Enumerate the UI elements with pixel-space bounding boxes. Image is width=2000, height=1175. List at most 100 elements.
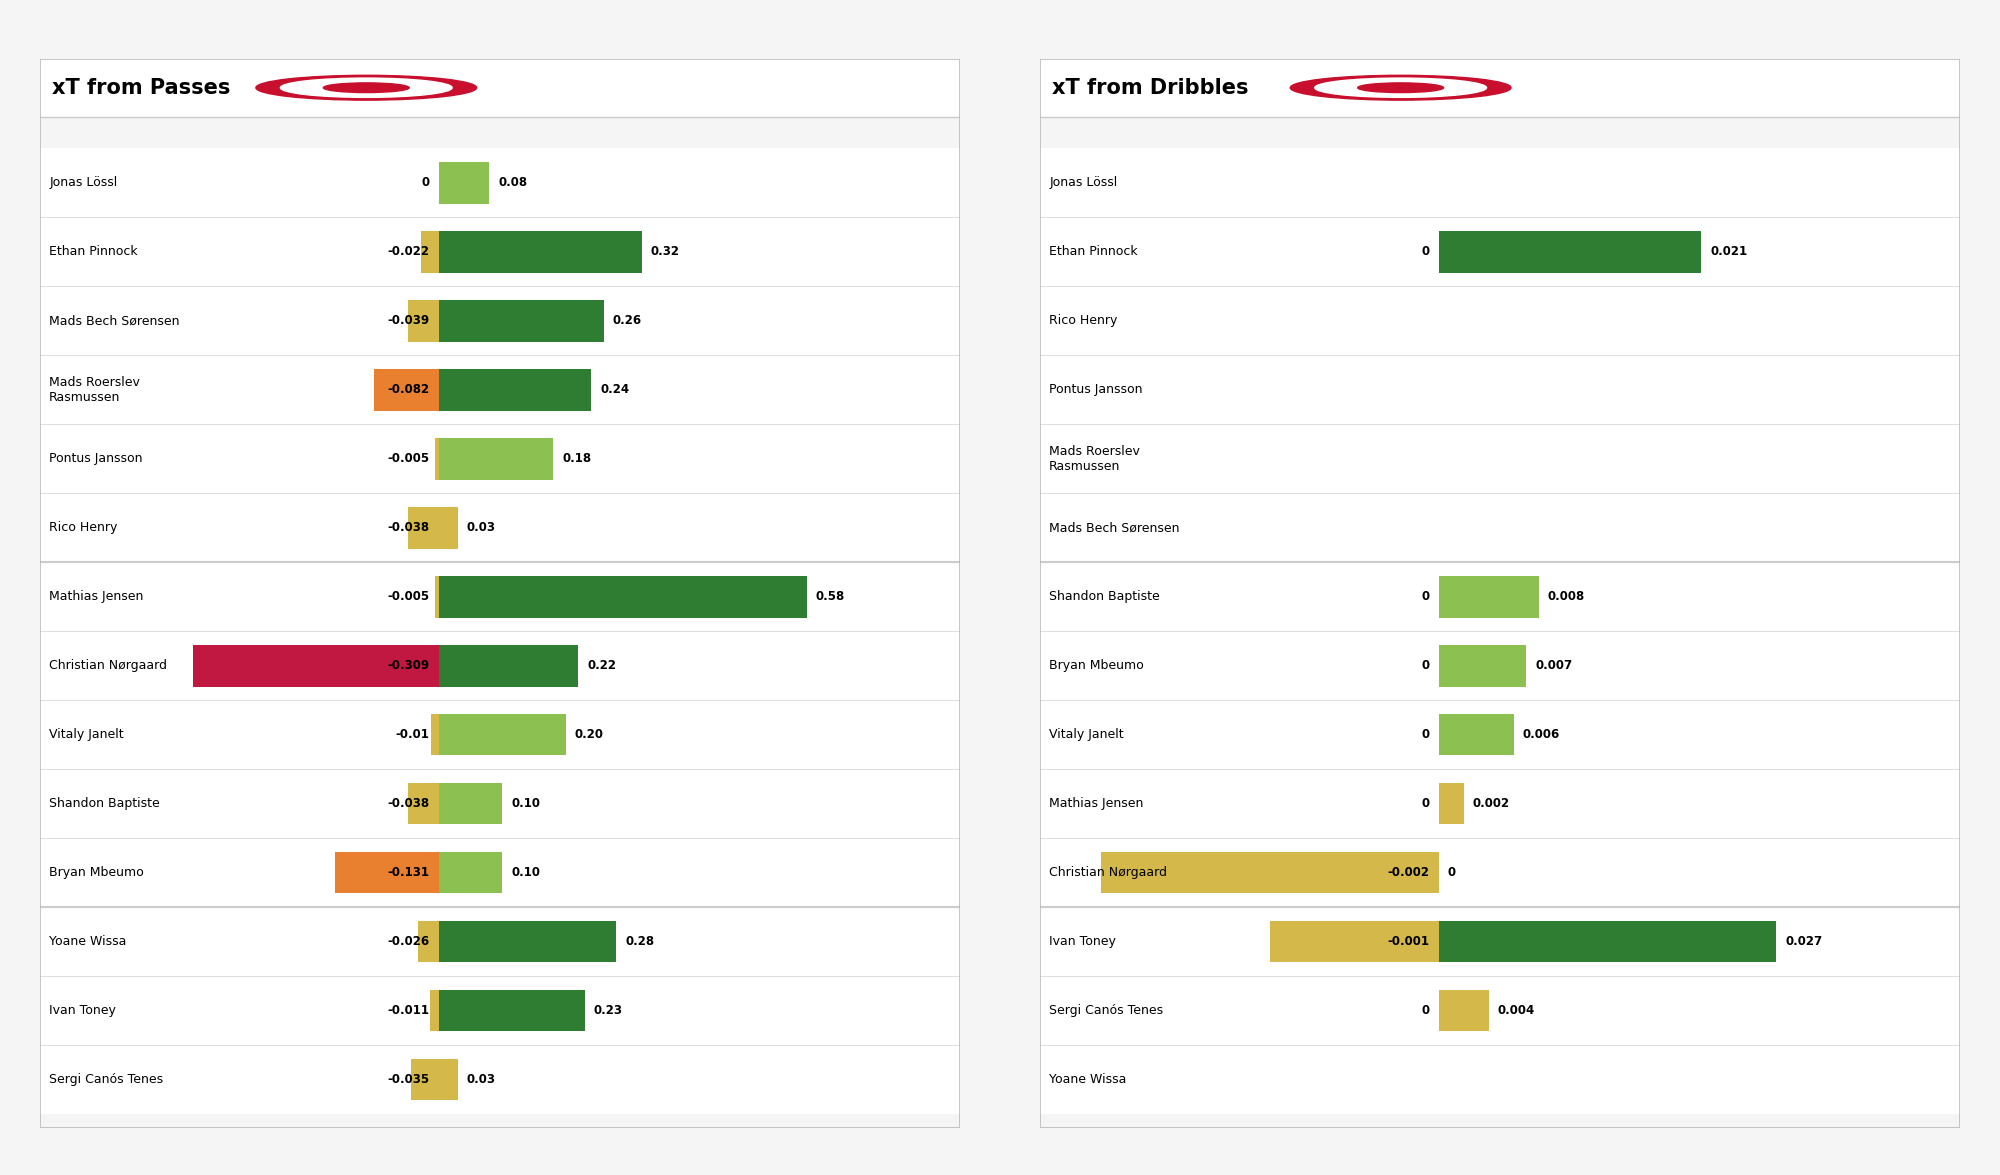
Text: Mathias Jensen: Mathias Jensen — [1050, 798, 1144, 811]
Bar — [40, 494, 960, 563]
Bar — [438, 1059, 458, 1101]
Bar — [430, 714, 438, 756]
Bar — [40, 563, 960, 631]
Text: -0.011: -0.011 — [388, 1005, 430, 1018]
Circle shape — [324, 83, 410, 93]
Bar — [40, 907, 960, 976]
Bar — [434, 438, 438, 479]
Bar — [438, 991, 584, 1032]
Text: 0.03: 0.03 — [466, 1073, 496, 1086]
Circle shape — [280, 78, 452, 98]
Text: -0.038: -0.038 — [388, 798, 430, 811]
Text: xT from Passes: xT from Passes — [52, 78, 230, 98]
Circle shape — [1358, 83, 1444, 93]
Circle shape — [1314, 78, 1486, 98]
Text: Sergi Canós Tenes: Sergi Canós Tenes — [1050, 1005, 1164, 1018]
Text: -0.001: -0.001 — [1388, 935, 1430, 948]
Text: Ivan Toney: Ivan Toney — [1050, 935, 1116, 948]
Text: 0.027: 0.027 — [1786, 935, 1822, 948]
FancyBboxPatch shape — [40, 55, 960, 118]
Text: Sergi Canós Tenes: Sergi Canós Tenes — [50, 1073, 164, 1086]
Text: -0.026: -0.026 — [388, 935, 430, 948]
Text: 0.22: 0.22 — [588, 659, 616, 672]
Bar — [40, 770, 960, 838]
Text: 0.24: 0.24 — [600, 383, 630, 396]
Bar — [438, 852, 502, 893]
Bar — [438, 508, 458, 549]
Text: 0.10: 0.10 — [512, 866, 540, 879]
Text: Bryan Mbeumo: Bryan Mbeumo — [50, 866, 144, 879]
Text: Rico Henry: Rico Henry — [50, 522, 118, 535]
Text: Mads Bech Sørensen: Mads Bech Sørensen — [1050, 522, 1180, 535]
Text: Pontus Jansson: Pontus Jansson — [1050, 383, 1142, 396]
Text: 0: 0 — [1422, 590, 1430, 603]
Text: 0.007: 0.007 — [1536, 659, 1572, 672]
Bar — [438, 645, 578, 686]
Bar — [408, 783, 438, 825]
Text: -0.038: -0.038 — [388, 522, 430, 535]
Text: -0.01: -0.01 — [396, 728, 430, 741]
Bar — [1270, 921, 1438, 962]
Text: 0: 0 — [1448, 866, 1456, 879]
Bar — [434, 576, 438, 618]
Bar — [1438, 576, 1538, 618]
Text: 0.004: 0.004 — [1498, 1005, 1536, 1018]
Bar — [1040, 700, 1960, 770]
Text: Bryan Mbeumo: Bryan Mbeumo — [1050, 659, 1144, 672]
Text: 0.03: 0.03 — [466, 522, 496, 535]
Text: Mathias Jensen: Mathias Jensen — [50, 590, 144, 603]
Text: Jonas Lössl: Jonas Lössl — [50, 176, 118, 189]
Bar — [1040, 631, 1960, 700]
Bar — [1040, 217, 1960, 287]
Bar — [40, 148, 960, 217]
Bar — [408, 508, 438, 549]
Text: xT from Dribbles: xT from Dribbles — [1052, 78, 1248, 98]
Bar — [438, 300, 604, 342]
Bar — [1040, 355, 1960, 424]
Bar — [40, 1046, 960, 1114]
Text: Christian Nørgaard: Christian Nørgaard — [1050, 866, 1168, 879]
Text: Christian Nørgaard: Christian Nørgaard — [50, 659, 168, 672]
Bar — [40, 355, 960, 424]
Text: Mads Roerslev
Rasmussen: Mads Roerslev Rasmussen — [1050, 445, 1140, 472]
Text: Ethan Pinnock: Ethan Pinnock — [1050, 246, 1138, 258]
Bar — [422, 231, 438, 273]
Bar — [1040, 424, 1960, 494]
Bar — [1040, 563, 1960, 631]
Text: -0.035: -0.035 — [388, 1073, 430, 1086]
Bar — [1040, 494, 1960, 563]
Text: 0.008: 0.008 — [1548, 590, 1586, 603]
Text: 0.20: 0.20 — [574, 728, 604, 741]
Text: 0.26: 0.26 — [612, 315, 642, 328]
Text: 0: 0 — [1422, 728, 1430, 741]
Text: -0.082: -0.082 — [388, 383, 430, 396]
Text: Yoane Wissa: Yoane Wissa — [1050, 1073, 1126, 1086]
Bar — [430, 991, 438, 1032]
Text: 0: 0 — [1422, 659, 1430, 672]
Text: 0.23: 0.23 — [594, 1005, 622, 1018]
Bar — [194, 645, 438, 686]
Text: -0.005: -0.005 — [388, 590, 430, 603]
Text: 0.021: 0.021 — [1710, 246, 1748, 258]
Bar — [1040, 976, 1960, 1046]
Text: Mads Roerslev
Rasmussen: Mads Roerslev Rasmussen — [50, 376, 140, 404]
Text: Shandon Baptiste: Shandon Baptiste — [50, 798, 160, 811]
Bar — [1438, 714, 1514, 756]
Bar — [40, 217, 960, 287]
Bar — [40, 976, 960, 1046]
Text: -0.131: -0.131 — [388, 866, 430, 879]
Bar — [438, 162, 490, 203]
Bar — [1040, 838, 1960, 907]
Circle shape — [1290, 75, 1512, 100]
Bar — [40, 287, 960, 355]
Text: Yoane Wissa: Yoane Wissa — [50, 935, 126, 948]
Text: 0.32: 0.32 — [650, 246, 680, 258]
Text: Vitaly Janelt: Vitaly Janelt — [1050, 728, 1124, 741]
Bar — [438, 576, 806, 618]
Text: 0: 0 — [422, 176, 430, 189]
Text: 0: 0 — [1422, 246, 1430, 258]
Bar — [1438, 645, 1526, 686]
Text: Rico Henry: Rico Henry — [1050, 315, 1118, 328]
FancyBboxPatch shape — [1040, 55, 1960, 118]
Bar — [1438, 991, 1488, 1032]
